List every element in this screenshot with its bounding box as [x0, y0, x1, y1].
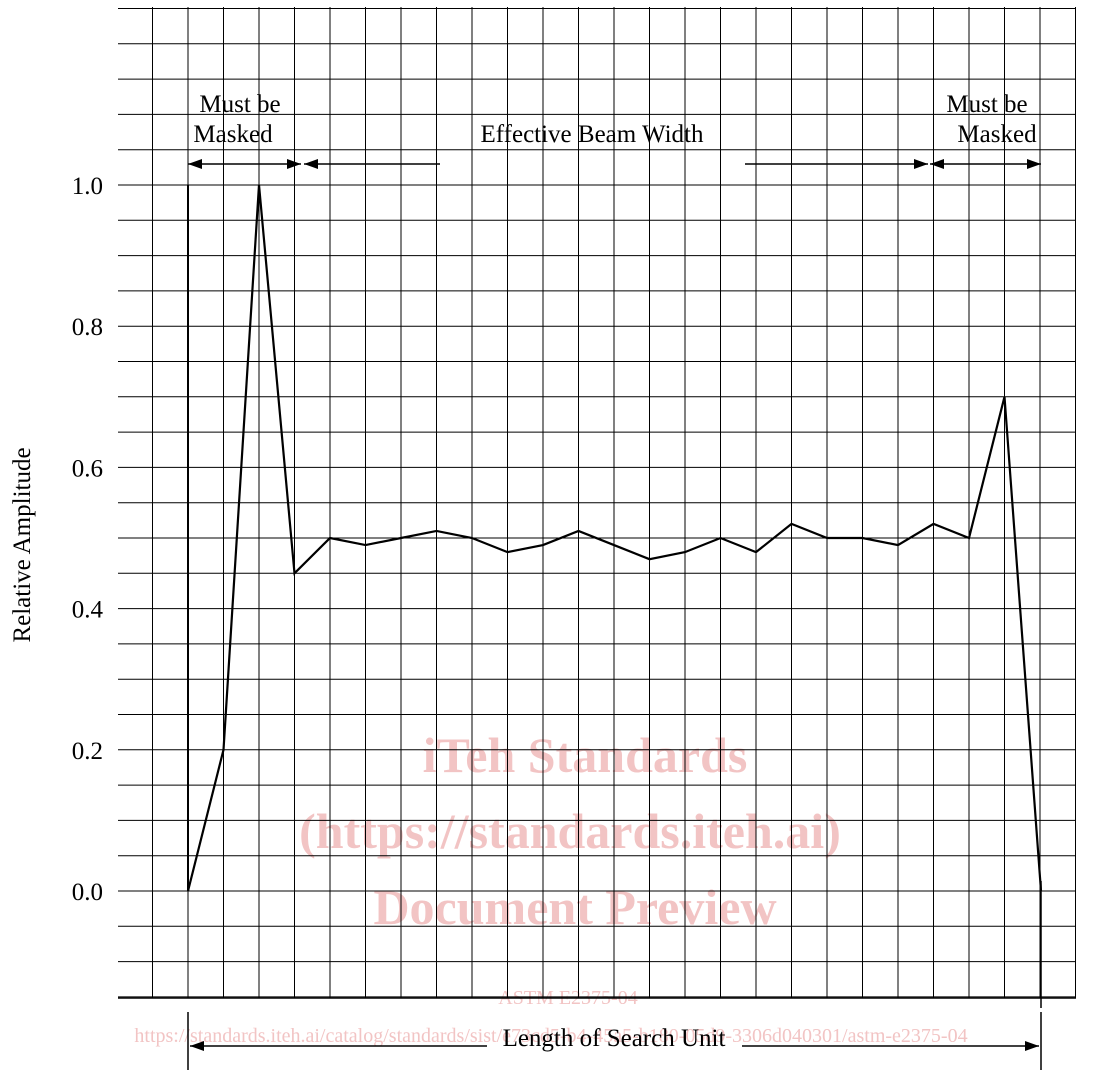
- effective-beam-width-label: Effective Beam Width: [481, 121, 704, 148]
- mask-annotation-left: Must be Masked: [193, 91, 280, 148]
- right-mask-label-line-1: Must be: [946, 91, 1027, 118]
- arrowhead-left: [190, 1041, 204, 1051]
- watermark-line-2: (https://standards.iteh.ai): [299, 803, 841, 859]
- series-group: [186, 184, 1043, 1008]
- y-tick-label: 0.0: [72, 879, 103, 906]
- arrowhead-right: [914, 159, 928, 169]
- y-axis-label: Relative Amplitude: [9, 447, 36, 642]
- left-mask-label-line-2: Masked: [193, 121, 273, 148]
- watermark-url: https://standards.iteh.ai/catalog/standa…: [134, 1025, 967, 1047]
- watermark-line-1: iTeh Standards: [423, 727, 748, 783]
- amplitude-series-line: [186, 184, 1043, 892]
- arrowhead-right: [1027, 159, 1041, 169]
- y-tick-label: 0.8: [72, 314, 103, 341]
- right-mask-label-line-2: Masked: [957, 121, 1037, 148]
- arrowhead-left: [188, 159, 202, 169]
- y-tick-label: 1.0: [72, 173, 103, 200]
- y-tick-label: 0.2: [72, 738, 103, 765]
- watermark-line-3: Document Preview: [373, 879, 776, 935]
- y-tick-label: 0.6: [72, 455, 103, 482]
- left-mask-label-line-1: Must be: [199, 91, 280, 118]
- watermark: iTeh Standards (https://standards.iteh.a…: [134, 727, 967, 1047]
- y-axis-ticks: 0.0 0.2 0.4 0.6 0.8 1.0: [72, 173, 104, 906]
- y-tick-label: 0.4: [72, 597, 104, 624]
- x-axis-label: Length of Search Unit: [503, 1025, 726, 1052]
- dimension-arrows: [187, 159, 1042, 1070]
- arrowhead-right: [1025, 1041, 1039, 1051]
- arrowhead-left: [304, 159, 318, 169]
- arrowhead-left: [930, 159, 944, 169]
- mask-annotation-right: Must be Masked: [946, 91, 1037, 148]
- arrowhead-right: [287, 159, 301, 169]
